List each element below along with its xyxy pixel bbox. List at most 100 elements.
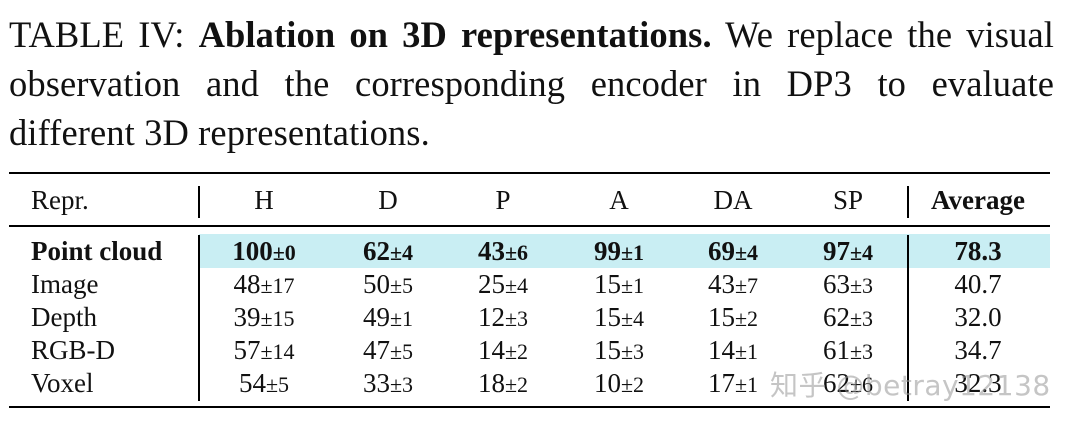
mean-value: 15 xyxy=(707,302,735,332)
std-value: ±1 xyxy=(734,372,759,397)
column-divider xyxy=(907,235,909,401)
column-divider xyxy=(198,186,200,218)
value-cell: 47±5 xyxy=(363,334,413,368)
value-cell: 54±5 xyxy=(239,367,289,401)
mean-value: 50 xyxy=(362,269,390,299)
header-cell: SP xyxy=(832,185,864,215)
mean-value: 33 xyxy=(362,368,390,398)
value-cell: 50±5 xyxy=(363,268,413,302)
value-cell: 48±17 xyxy=(233,268,294,302)
mean-value: 15 xyxy=(593,335,621,365)
header-cell: P xyxy=(495,185,511,215)
value-cell: 43±6 xyxy=(478,235,528,269)
average-cell: 34.7 xyxy=(954,335,1002,365)
mean-value: 63 xyxy=(822,269,850,299)
mean-value: 62 xyxy=(822,368,850,398)
value-cell: 15±1 xyxy=(594,268,644,302)
average-cell: 32.0 xyxy=(954,302,1002,332)
header-cell: D xyxy=(378,185,398,215)
value-cell: 14±2 xyxy=(478,334,528,368)
mean-value: 100 xyxy=(232,236,273,266)
mean-value: 15 xyxy=(593,269,621,299)
mean-value: 14 xyxy=(707,335,735,365)
value-cell: 15±4 xyxy=(594,301,644,335)
mean-value: 43 xyxy=(707,269,735,299)
std-value: ±1 xyxy=(734,339,759,364)
mean-value: 97 xyxy=(822,236,850,266)
value-cell: 39±15 xyxy=(233,301,294,335)
value-cell: 61±3 xyxy=(823,334,873,368)
value-cell: 62±4 xyxy=(363,235,413,269)
std-value: ±17 xyxy=(260,273,295,298)
mean-value: 17 xyxy=(707,368,735,398)
mean-value: 10 xyxy=(593,368,621,398)
std-value: ±4 xyxy=(849,240,874,265)
header-cell: A xyxy=(609,185,629,215)
table-top-rule xyxy=(9,172,1050,174)
row-label: RGB-D xyxy=(31,335,116,365)
mean-value: 43 xyxy=(477,236,505,266)
value-cell: 25±4 xyxy=(478,268,528,302)
std-value: ±3 xyxy=(849,339,874,364)
std-value: ±1 xyxy=(620,273,645,298)
table-header-rule xyxy=(9,225,1050,227)
value-cell: 17±1 xyxy=(708,367,758,401)
value-cell: 69±4 xyxy=(708,235,758,269)
caption-bold: Ablation on 3D representations. xyxy=(198,14,712,55)
std-value: ±0 xyxy=(272,240,296,265)
std-value: ±2 xyxy=(504,339,529,364)
value-cell: 97±4 xyxy=(823,235,873,269)
value-cell: 15±3 xyxy=(594,334,644,368)
std-value: ±4 xyxy=(389,240,414,265)
value-cell: 49±1 xyxy=(363,301,413,335)
watermark: 知乎 @betray12138 xyxy=(770,369,1051,402)
std-value: ±2 xyxy=(734,306,759,331)
value-cell: 63±3 xyxy=(823,268,873,302)
std-value: ±4 xyxy=(620,306,645,331)
mean-value: 14 xyxy=(477,335,505,365)
mean-value: 61 xyxy=(822,335,850,365)
row-label: Voxel xyxy=(31,368,94,398)
std-value: ±1 xyxy=(620,240,645,265)
std-value: ±2 xyxy=(504,372,529,397)
caption-label: TABLE IV: xyxy=(9,14,199,55)
mean-value: 39 xyxy=(233,302,261,332)
mean-value: 18 xyxy=(477,368,505,398)
header-repr: Repr. xyxy=(31,185,89,215)
mean-value: 49 xyxy=(362,302,390,332)
std-value: ±1 xyxy=(389,306,414,331)
column-divider xyxy=(907,186,909,218)
mean-value: 69 xyxy=(707,236,735,266)
value-cell: 62±6 xyxy=(823,367,873,401)
std-value: ±6 xyxy=(504,240,529,265)
value-cell: 62±3 xyxy=(823,301,873,335)
std-value: ±4 xyxy=(734,240,759,265)
std-value: ±5 xyxy=(389,273,414,298)
mean-value: 57 xyxy=(233,335,261,365)
std-value: ±5 xyxy=(389,339,414,364)
average-cell: 40.7 xyxy=(954,269,1002,299)
mean-value: 99 xyxy=(593,236,621,266)
value-cell: 14±1 xyxy=(708,334,758,368)
row-label: Depth xyxy=(31,302,97,332)
value-cell: 10±2 xyxy=(594,367,644,401)
std-value: ±5 xyxy=(265,372,290,397)
header-cell: Average xyxy=(931,185,1025,215)
std-value: ±3 xyxy=(504,306,529,331)
std-value: ±7 xyxy=(734,273,759,298)
caption-text: We replace the visual observation and th… xyxy=(9,14,1054,153)
average-cell: 78.3 xyxy=(954,236,1002,266)
mean-value: 15 xyxy=(593,302,621,332)
std-value: ±14 xyxy=(260,339,295,364)
table-bottom-rule xyxy=(9,406,1050,408)
column-divider xyxy=(198,235,200,401)
mean-value: 62 xyxy=(362,236,390,266)
mean-value: 54 xyxy=(238,368,266,398)
std-value: ±4 xyxy=(504,273,529,298)
std-value: ±3 xyxy=(389,372,414,397)
value-cell: 12±3 xyxy=(478,301,528,335)
header-cell: H xyxy=(254,185,274,215)
header-cell: DA xyxy=(713,185,753,215)
value-cell: 43±7 xyxy=(708,268,758,302)
mean-value: 62 xyxy=(822,302,850,332)
